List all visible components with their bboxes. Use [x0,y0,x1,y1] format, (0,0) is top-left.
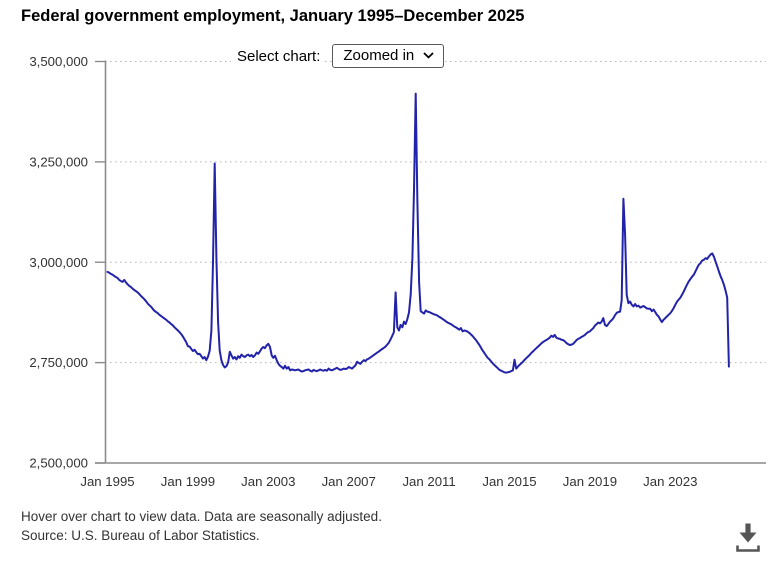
y-tick-label: 3,500,000 [29,54,88,69]
x-tick-label: Jan 2011 [402,474,455,489]
x-tick-label: Jan 2023 [643,474,697,489]
chart-controls: Select chart: Zoomed in [231,44,445,68]
chart-type-select-value: Zoomed in [343,47,415,64]
chart-type-select[interactable]: Zoomed in [332,44,445,68]
footer-source: Source: U.S. Bureau of Labor Statistics. [21,527,260,543]
x-tick-label: Jan 2019 [563,474,617,489]
page-title: Federal government employment, January 1… [21,7,525,25]
y-tick-label: 3,000,000 [29,255,88,270]
x-tick-label: Jan 2015 [482,474,536,489]
y-tick-label: 2,750,000 [29,355,88,370]
chart-footer: Hover over chart to view data. Data are … [21,508,382,545]
employment-line-chart[interactable]: 3,500,000 3,250,000 3,000,000 2,750,000 2,50… [0,0,771,505]
footer-hover-note: Hover over chart to view data. Data are … [21,509,382,524]
download-icon [736,523,760,552]
x-tick-label: Jan 2003 [241,474,295,489]
select-chart-label: Select chart: [231,45,325,67]
download-button[interactable] [731,521,765,557]
chevron-down-icon [423,52,434,59]
x-tick-label: Jan 2007 [322,474,376,489]
x-tick-label: Jan 1995 [80,474,134,489]
y-tick-label: 3,250,000 [29,154,88,169]
employment-series-line [106,92,730,374]
y-tick-label: 2,500,000 [29,456,88,471]
x-tick-label: Jan 1999 [161,474,215,489]
